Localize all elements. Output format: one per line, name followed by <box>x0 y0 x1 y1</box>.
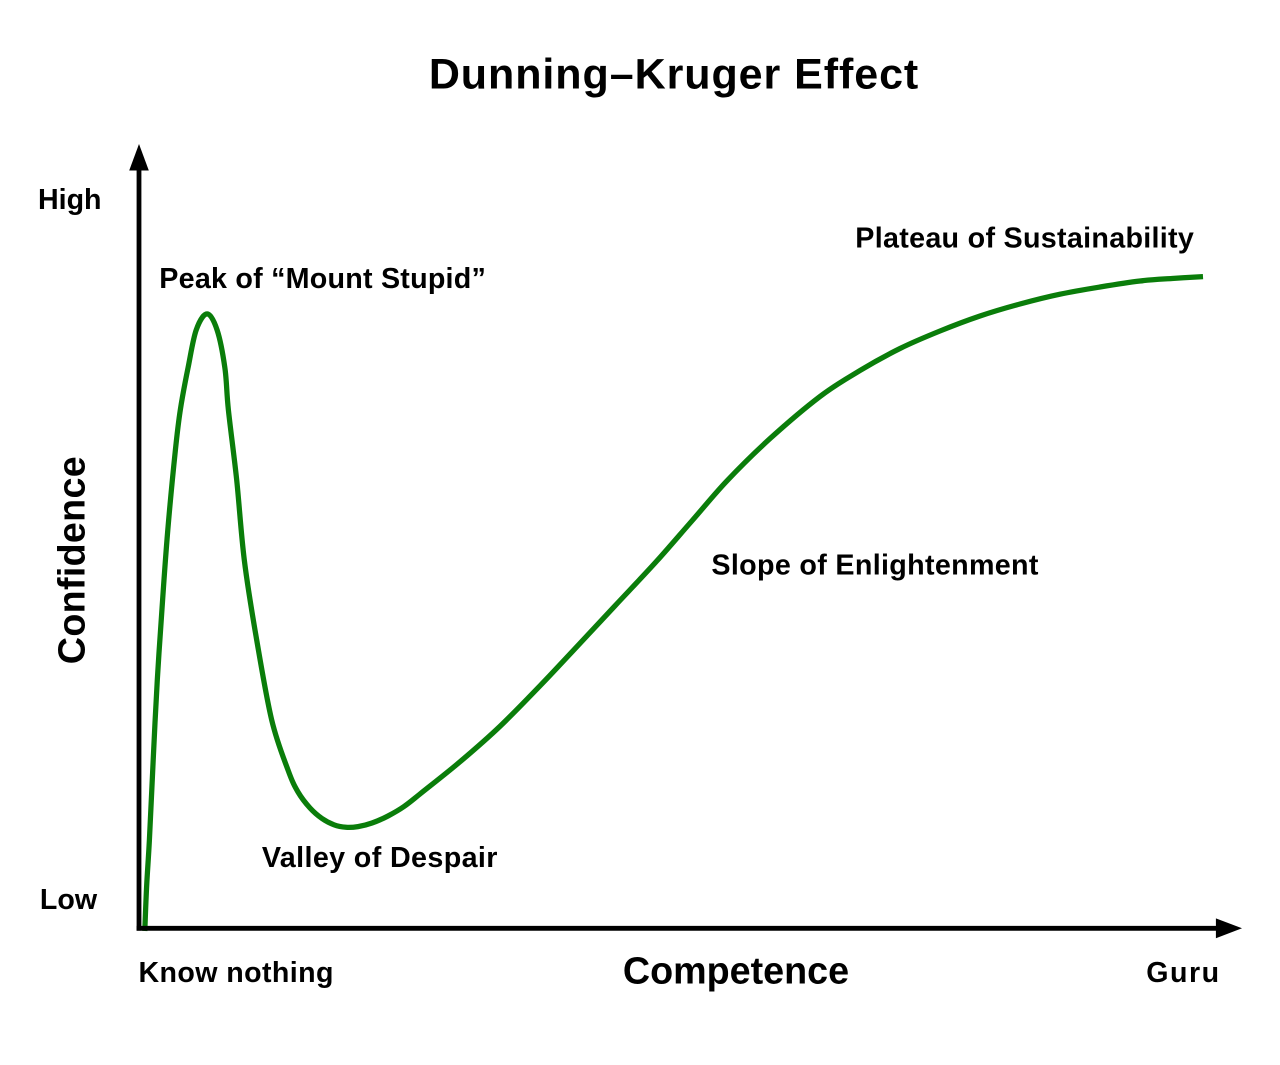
svg-text:Peak of “Mount Stupid”: Peak of “Mount Stupid” <box>159 263 486 295</box>
svg-text:Guru: Guru <box>1146 957 1220 989</box>
svg-text:Dunning–Kruger Effect: Dunning–Kruger Effect <box>429 51 919 99</box>
svg-text:Slope of Enlightenment: Slope of Enlightenment <box>711 549 1039 581</box>
svg-text:Valley of Despair: Valley of Despair <box>262 842 498 874</box>
svg-text:High: High <box>38 184 102 216</box>
svg-text:Low: Low <box>40 884 98 916</box>
svg-text:Competence: Competence <box>623 949 849 991</box>
svg-text:Plateau of Sustainability: Plateau of Sustainability <box>855 223 1194 255</box>
svg-text:Confidence: Confidence <box>51 456 93 664</box>
svg-text:Know nothing: Know nothing <box>139 957 334 989</box>
